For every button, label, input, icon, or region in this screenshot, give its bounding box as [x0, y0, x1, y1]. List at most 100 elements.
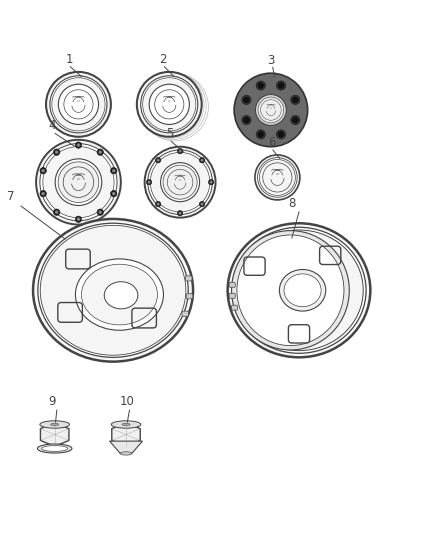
Circle shape	[75, 216, 81, 222]
Circle shape	[258, 97, 284, 123]
Text: 7: 7	[7, 190, 15, 203]
Circle shape	[291, 95, 300, 104]
Circle shape	[258, 158, 297, 197]
Text: 6: 6	[268, 136, 276, 149]
Circle shape	[177, 211, 183, 216]
Circle shape	[210, 181, 212, 183]
Ellipse shape	[120, 452, 132, 455]
Circle shape	[143, 78, 196, 131]
Circle shape	[201, 159, 203, 161]
Circle shape	[53, 209, 60, 215]
Circle shape	[97, 209, 103, 215]
Circle shape	[177, 149, 183, 154]
Circle shape	[110, 190, 117, 197]
Ellipse shape	[40, 225, 186, 355]
Ellipse shape	[38, 223, 188, 357]
Circle shape	[255, 155, 300, 200]
Ellipse shape	[42, 446, 68, 451]
Ellipse shape	[111, 421, 141, 428]
Text: 4: 4	[49, 119, 57, 132]
Circle shape	[258, 132, 264, 137]
Text: 3: 3	[267, 54, 275, 67]
Polygon shape	[110, 441, 142, 454]
FancyBboxPatch shape	[229, 282, 235, 287]
Ellipse shape	[232, 227, 366, 353]
Circle shape	[40, 190, 46, 197]
Circle shape	[148, 150, 212, 214]
Circle shape	[55, 150, 58, 154]
Circle shape	[75, 142, 81, 148]
Circle shape	[40, 143, 117, 221]
Circle shape	[148, 181, 151, 183]
Circle shape	[244, 117, 249, 123]
Text: 5: 5	[166, 127, 173, 140]
Circle shape	[97, 149, 103, 155]
Ellipse shape	[235, 230, 363, 351]
Circle shape	[141, 76, 198, 133]
Ellipse shape	[228, 223, 371, 357]
Circle shape	[258, 83, 264, 88]
Circle shape	[53, 149, 60, 155]
Circle shape	[256, 130, 265, 139]
Circle shape	[179, 150, 181, 152]
Text: 9: 9	[48, 395, 56, 408]
Circle shape	[55, 211, 58, 214]
Circle shape	[58, 162, 99, 203]
Ellipse shape	[237, 235, 344, 345]
Circle shape	[110, 167, 117, 174]
Circle shape	[157, 159, 159, 161]
Circle shape	[112, 192, 116, 195]
Circle shape	[208, 180, 214, 185]
Circle shape	[157, 203, 159, 206]
Circle shape	[255, 94, 286, 125]
Circle shape	[276, 81, 286, 90]
Circle shape	[201, 203, 203, 206]
Circle shape	[256, 81, 265, 90]
Circle shape	[244, 97, 249, 102]
Ellipse shape	[232, 231, 350, 350]
Circle shape	[278, 83, 284, 88]
FancyBboxPatch shape	[231, 305, 237, 310]
Circle shape	[46, 72, 111, 137]
Circle shape	[42, 169, 45, 172]
Circle shape	[150, 152, 210, 212]
Circle shape	[52, 78, 105, 131]
Ellipse shape	[37, 444, 72, 453]
Ellipse shape	[104, 282, 138, 309]
FancyBboxPatch shape	[185, 276, 192, 281]
Circle shape	[137, 72, 202, 137]
Circle shape	[278, 132, 284, 137]
Circle shape	[145, 147, 215, 217]
Circle shape	[112, 169, 116, 172]
Ellipse shape	[33, 219, 193, 361]
Circle shape	[149, 84, 189, 124]
Circle shape	[293, 117, 298, 123]
Circle shape	[50, 76, 107, 133]
Circle shape	[259, 159, 295, 196]
Circle shape	[199, 201, 205, 207]
Circle shape	[155, 158, 161, 163]
Circle shape	[179, 212, 181, 215]
Text: 10: 10	[120, 395, 134, 408]
Ellipse shape	[40, 421, 70, 428]
Ellipse shape	[279, 270, 326, 311]
Circle shape	[36, 140, 121, 224]
Circle shape	[55, 159, 102, 206]
FancyBboxPatch shape	[186, 294, 193, 299]
Ellipse shape	[284, 274, 321, 306]
Circle shape	[161, 163, 200, 201]
Text: 8: 8	[288, 197, 296, 210]
Circle shape	[42, 192, 45, 195]
Circle shape	[99, 150, 102, 154]
Circle shape	[40, 167, 46, 174]
Polygon shape	[112, 423, 140, 446]
Circle shape	[99, 211, 102, 214]
Circle shape	[242, 95, 251, 104]
Text: 2: 2	[159, 53, 167, 66]
Ellipse shape	[50, 423, 59, 425]
Circle shape	[43, 147, 114, 218]
Circle shape	[199, 158, 205, 163]
Ellipse shape	[122, 423, 130, 425]
Circle shape	[234, 73, 307, 147]
Circle shape	[163, 165, 197, 199]
